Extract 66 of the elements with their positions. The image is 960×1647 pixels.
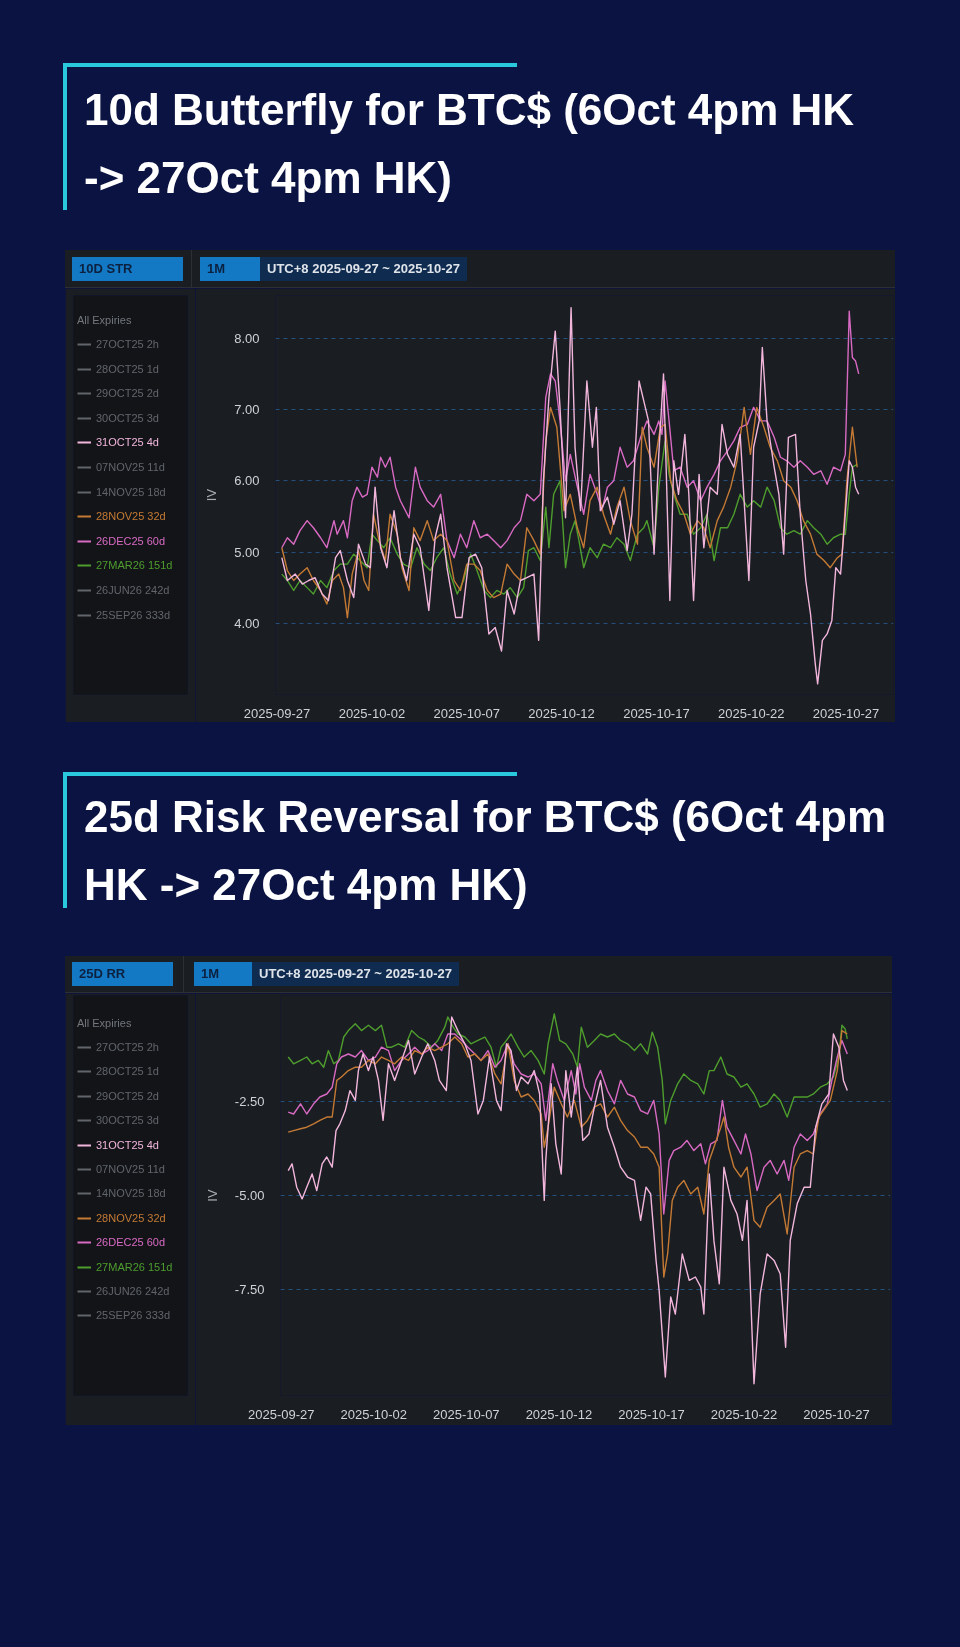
line-series — [281, 306, 860, 685]
legend-label: 14NOV25 18d — [96, 1186, 166, 1202]
y-tick-label: -2.50 — [234, 1093, 265, 1109]
text: UTC+8 2025-09-27 ~ 2025-10-27 — [260, 256, 467, 281]
x-tick-label: 2025-10-12 — [528, 705, 595, 721]
x-tick-label: 2025-10-02 — [340, 1406, 408, 1422]
text: 1M — [194, 962, 252, 986]
text: UTC+8 2025-09-27 ~ 2025-10-27 — [252, 962, 459, 986]
x-tick-label: 2025-10-27 — [803, 1406, 870, 1422]
y-tick-label: -7.50 — [234, 1282, 265, 1298]
legend-label: 28NOV25 32d — [96, 1210, 166, 1226]
legend-label: 27OCT25 2h — [96, 1040, 159, 1055]
y-axis-title: IV — [204, 1189, 220, 1202]
legend-label: 26DEC25 60d — [96, 533, 166, 549]
legend-label: 29OCT25 2d — [96, 1088, 159, 1104]
x-tick-label: 2025-10-17 — [623, 705, 690, 721]
legend-label: 28NOV25 32d — [96, 509, 166, 525]
legend-label: 25SEP26 333d — [96, 1308, 171, 1324]
y-tick-label: 6.00 — [234, 473, 260, 489]
legend-label: 30OCT25 3d — [96, 410, 159, 426]
legend-label: 30OCT25 3d — [96, 1113, 159, 1129]
x-tick-label: 2025-10-12 — [525, 1406, 593, 1422]
text: 25D RR — [72, 962, 173, 986]
x-tick-label: 2025-10-17 — [618, 1406, 685, 1422]
legend-title: All Expiries — [77, 1017, 133, 1029]
chart-title: 10d Butterfly for BTC$ (6Oct 4pm HK -> 27Oct 4pm HK) — [84, 84, 856, 204]
line-series — [281, 406, 858, 619]
line-series — [287, 1016, 849, 1385]
legend-label: 07NOV25 11d — [96, 1162, 165, 1177]
y-tick-label: 7.00 — [234, 402, 260, 417]
text: 10D STR — [72, 256, 183, 281]
x-tick-label: 2025-10-02 — [338, 705, 406, 721]
legend-label: 26JUN26 242d — [96, 583, 170, 598]
legend-label: 29OCT25 2d — [96, 386, 159, 402]
y-tick-label: 4.00 — [234, 615, 260, 631]
legend-label: 31OCT25 4d — [96, 435, 159, 451]
x-tick-label: 2025-10-07 — [433, 705, 500, 721]
x-tick-label: 2025-10-27 — [812, 705, 880, 721]
x-tick-label: 2025-10-07 — [433, 1406, 500, 1422]
legend-title: All Expiries — [77, 314, 133, 326]
legend-label: 26DEC25 60d — [96, 1235, 166, 1251]
line-series — [281, 440, 858, 599]
y-tick-label: 5.00 — [234, 544, 260, 560]
x-tick-label: 2025-10-22 — [710, 1406, 778, 1422]
legend-label: 27MAR26 151d — [96, 558, 173, 574]
legend-label: 27OCT25 2h — [96, 337, 159, 352]
x-tick-label: 2025-09-27 — [243, 705, 311, 721]
legend-label: 28OCT25 1d — [96, 1064, 159, 1080]
chart-title: 25d Risk Reversal for BTC$ (6Oct 4pm HK -> 27Oct 4pm HK) — [84, 791, 888, 911]
line-series — [287, 1029, 849, 1278]
x-tick-label: 2025-10-22 — [718, 705, 785, 721]
legend-label: 31OCT25 4d — [96, 1137, 159, 1153]
legend-label: 26JUN26 242d — [96, 1284, 170, 1299]
x-tick-label: 2025-09-27 — [248, 1406, 315, 1422]
y-tick-label: 8.00 — [234, 330, 260, 346]
y-axis-title: IV — [204, 488, 220, 502]
legend-label: 25SEP26 333d — [96, 607, 171, 623]
y-tick-label: -5.00 — [234, 1188, 265, 1203]
line-series — [281, 310, 860, 559]
line-series — [287, 1013, 849, 1125]
line-series — [287, 1033, 849, 1215]
legend-label: 07NOV25 11d — [96, 460, 165, 475]
legend-label: 14NOV25 18d — [96, 484, 166, 500]
text: 1M — [200, 256, 260, 281]
legend-label: 27MAR26 151d — [96, 1259, 173, 1275]
legend-label: 28OCT25 1d — [96, 361, 159, 377]
